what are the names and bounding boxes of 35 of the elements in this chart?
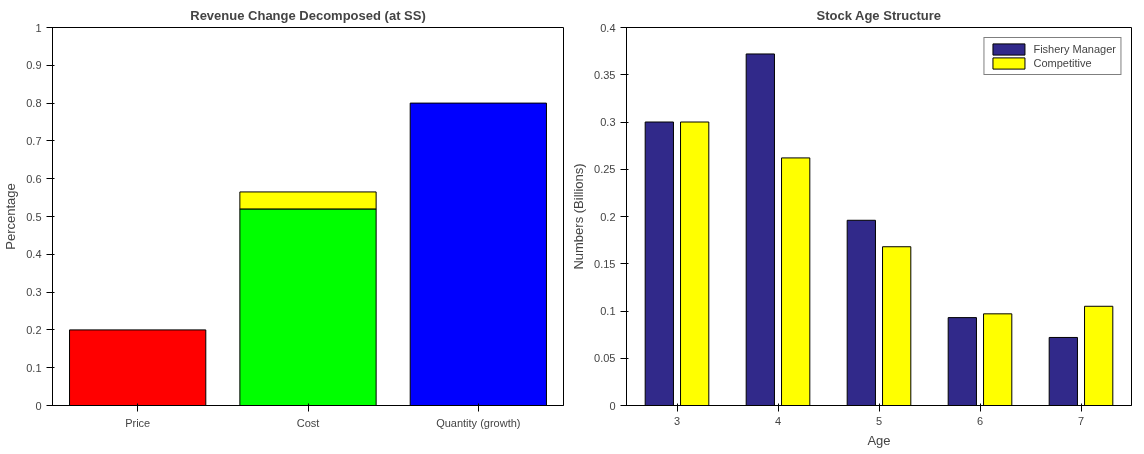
y-tick-label: 0.3	[600, 116, 616, 128]
x-tick-label: Price	[125, 416, 151, 429]
y-axis-title: Percentage	[3, 183, 19, 250]
y-tick-label: 0.2	[26, 323, 42, 336]
x-tick-label: Cost	[296, 416, 320, 429]
chart-title: Revenue Change Decomposed (at SS)	[190, 7, 426, 23]
y-tick-label: 0.4	[26, 248, 42, 261]
y-tick-label: 1	[35, 21, 42, 34]
y-tick-label: 0.7	[26, 134, 42, 147]
x-tick-label: 6	[976, 414, 984, 427]
y-tick-label: 0.25	[594, 163, 616, 176]
x-tick-label: 3	[673, 414, 681, 427]
y-tick-label: 0.2	[600, 210, 616, 223]
y-tick-label: 0.15	[594, 257, 616, 270]
legend-label: Competitive	[1033, 56, 1092, 70]
x-tick-label: Quantity (growth)	[436, 416, 521, 429]
y-tick-label: 0	[35, 399, 42, 412]
y-tick-label: 0.3	[26, 286, 42, 299]
x-tick-label: 5	[875, 414, 883, 427]
y-tick-label: 0.5	[26, 210, 42, 223]
y-tick-label: 0.35	[594, 68, 616, 81]
x-axis-title: Age	[867, 432, 891, 448]
y-tick-label: 0.9	[26, 59, 42, 72]
y-tick-label: 0.6	[26, 172, 42, 185]
x-tick-label: 4	[774, 414, 782, 427]
y-tick-label: 0.4	[600, 21, 616, 34]
y-tick-label: 0.1	[600, 305, 616, 317]
legend-label: Fishery Manager	[1033, 42, 1116, 56]
y-tick-label: 0.05	[594, 352, 616, 365]
y-tick-label: 0.8	[26, 97, 42, 110]
y-tick-label: 0.1	[26, 361, 42, 374]
chart-title: Stock Age Structure	[816, 7, 942, 23]
x-tick-label: 7	[1077, 414, 1085, 427]
y-axis-title: Numbers (Billions)	[571, 163, 587, 270]
y-tick-label: 0	[609, 399, 616, 412]
